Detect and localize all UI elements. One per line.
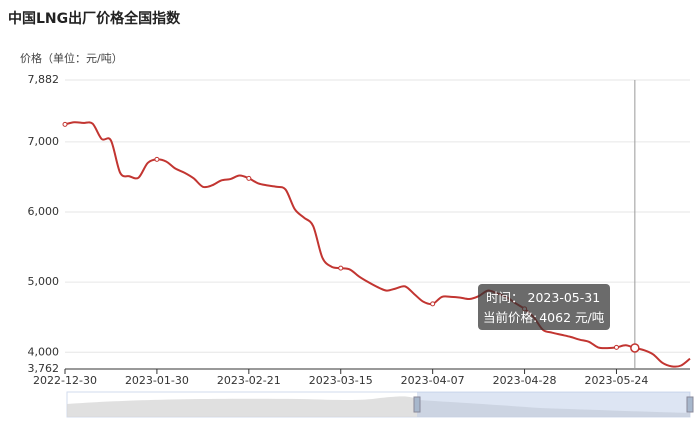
zoom-selection[interactable]	[417, 392, 690, 417]
chart-title: 中国LNG出厂价格全国指数	[8, 10, 181, 27]
point-marker	[62, 121, 68, 127]
point-marker	[154, 156, 160, 162]
tooltip-box	[478, 284, 610, 330]
x-tick-label: 2023-04-07	[401, 374, 465, 387]
x-tick-label: 2023-05-24	[585, 374, 649, 387]
y-axis-label: 价格（单位：元/吨）	[20, 51, 123, 65]
point-marker	[613, 344, 619, 350]
x-tick-label: 2023-02-21	[217, 374, 281, 387]
y-tick-label: 3,762	[28, 362, 60, 375]
price-line	[64, 121, 691, 368]
y-tick-label: 4,000	[28, 345, 60, 358]
data-zoom[interactable]	[66, 391, 694, 418]
zoom-handle[interactable]	[686, 396, 694, 413]
tooltip-time-label: 时间：	[486, 290, 524, 305]
y-tick-label: 7,882	[28, 73, 60, 86]
tooltip: 时间： 2023-05-31 当前价格: 4062 元/吨	[478, 80, 640, 369]
zoom-preview	[67, 396, 690, 417]
tooltip-text: 当前价格: 4062 元/吨	[483, 310, 605, 325]
tooltip-date: 2023-05-31	[528, 290, 601, 305]
x-tick-label: 2023-03-15	[309, 374, 373, 387]
x-tick-label: 2023-01-30	[125, 374, 189, 387]
grid: 3,762 4,000 5,000 6,000 7,000 7,882 2022-12-30…	[28, 73, 690, 387]
tooltip-text: 时间： 2023-05-31	[486, 290, 600, 305]
plot	[62, 121, 691, 368]
point-marker	[338, 265, 344, 271]
point-marker	[246, 175, 252, 181]
x-tick-label: 2022-12-30	[33, 374, 97, 387]
y-tick-label: 5,000	[28, 275, 60, 288]
zoom-handle[interactable]	[413, 396, 421, 413]
hover-marker	[630, 343, 640, 353]
y-tick-label: 6,000	[28, 205, 60, 218]
point-marker	[430, 301, 436, 307]
tooltip-price-label: 当前价格:	[483, 310, 537, 325]
tooltip-price: 4062	[539, 310, 571, 325]
y-tick-label: 7,000	[28, 135, 60, 148]
tooltip-unit: 元/吨	[575, 310, 605, 325]
x-tick-label: 2023-04-28	[493, 374, 557, 387]
